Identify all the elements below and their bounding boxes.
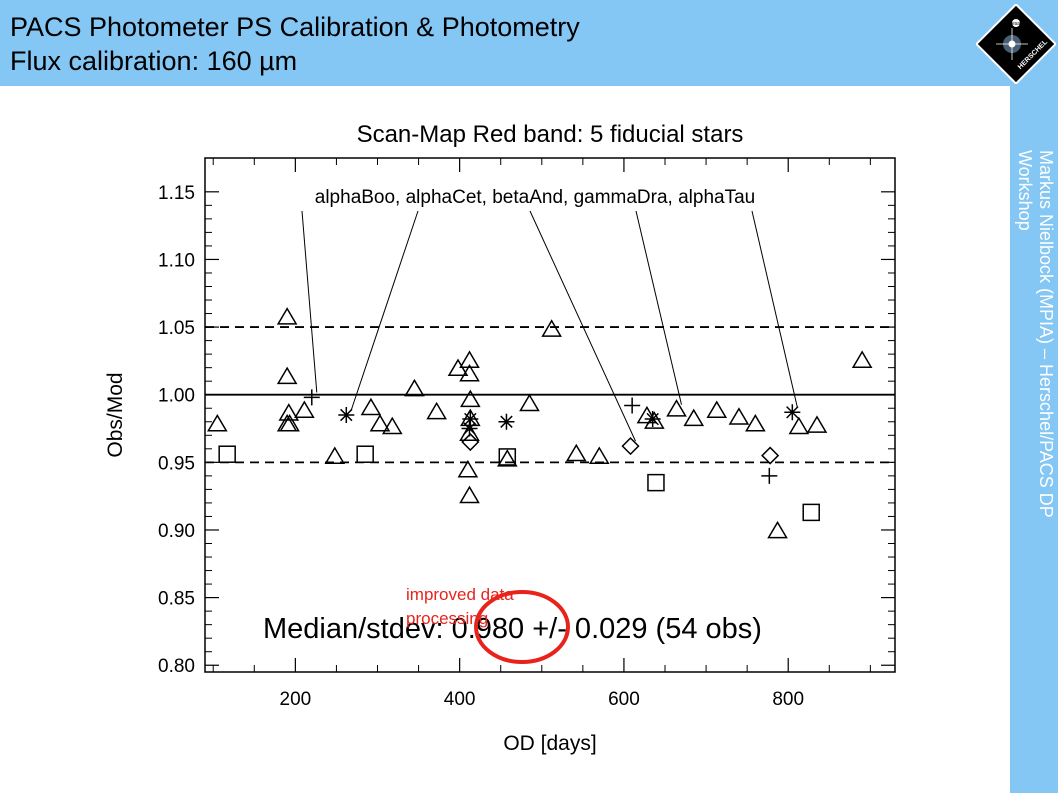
- asterisk-marker: [461, 420, 478, 437]
- x-tick-label: 200: [280, 689, 312, 710]
- triangle-marker: [369, 413, 391, 432]
- chart-title: Scan-Map Red band: 5 fiducial stars: [357, 121, 744, 148]
- square-marker: [218, 445, 236, 463]
- triangle-marker: [459, 363, 480, 382]
- x-axis-label: OD [days]: [503, 732, 596, 755]
- scatter-chart: 0.80 0.85 0.90 0.95 1.00 1.05 1.10 1.15 200 400 60…: [104, 121, 896, 755]
- legend-pointer-line: [635, 210, 682, 405]
- herschel-logo: esa HERSCHEL: [974, 2, 1058, 86]
- y-tick-label: 0.95: [158, 453, 195, 474]
- triangle-marker: [404, 378, 425, 397]
- square-marker: [498, 448, 517, 466]
- y-tick-label: 1.10: [158, 250, 195, 271]
- triangle-marker: [745, 413, 766, 432]
- triangle-marker: [459, 485, 480, 504]
- triangle-marker: [496, 449, 518, 467]
- legend-pointer-line: [350, 210, 419, 411]
- triangle-marker: [706, 400, 728, 418]
- legend-pointer-line: [751, 210, 798, 408]
- y-tick-label: 1.15: [158, 183, 195, 204]
- square-marker: [647, 473, 665, 492]
- triangle-marker: [459, 350, 480, 368]
- triangle-marker: [806, 415, 828, 433]
- triangle-marker: [459, 423, 480, 441]
- triangle-marker: [767, 520, 788, 539]
- diamond-marker: [761, 446, 780, 465]
- asterisk-marker: [784, 404, 801, 421]
- square-marker: [802, 503, 820, 522]
- triangle-marker: [666, 399, 687, 417]
- triangle-marker: [324, 446, 346, 464]
- triangle-marker: [541, 319, 562, 337]
- plot-frame: [204, 157, 896, 673]
- side-bar: [1010, 86, 1058, 793]
- plus-marker: [761, 467, 778, 484]
- asterisk-marker: [644, 411, 661, 428]
- side-credit-line-1: Markus Nielbock (MPIA) – Herschel/PACS D…: [1036, 150, 1056, 518]
- triangle-marker: [381, 416, 403, 435]
- triangle-marker: [276, 366, 298, 385]
- y-tick-label: 1.05: [158, 318, 195, 339]
- triangle-marker: [636, 405, 658, 424]
- asterisk-marker: [338, 407, 355, 423]
- side-credit-line-2: Workshop: [1015, 150, 1035, 231]
- triangle-marker: [788, 416, 810, 435]
- triangle-marker: [207, 413, 228, 432]
- triangle-marker: [276, 307, 298, 325]
- stats-text: Median/stdev: 0.980 +/- 0.029 (54 obs): [263, 613, 762, 645]
- plus-marker: [303, 389, 320, 406]
- legend-pointer-line: [529, 210, 636, 442]
- highlight-ellipse: [474, 590, 570, 664]
- slide-subtitle: Flux calibration: 160 µm: [10, 46, 298, 76]
- legend-pointer-line: [301, 210, 318, 393]
- triangle-marker: [360, 397, 382, 416]
- x-tick-label: 400: [444, 689, 476, 710]
- asterisk-marker: [498, 413, 515, 430]
- triangle-marker: [460, 389, 481, 408]
- side-credit: Markus Nielbock (MPIA) – Herschel/PACS D…: [1014, 150, 1056, 518]
- triangle-marker: [457, 459, 479, 478]
- triangle-marker: [728, 407, 750, 425]
- triangle-marker: [278, 403, 300, 421]
- triangle-marker: [279, 413, 300, 432]
- slide-title: PACS Photometer PS Calibration & Photome…: [10, 12, 580, 42]
- y-tick-label: 1.00: [158, 386, 195, 407]
- legend-text: alphaBoo, alphaCet, betaAnd, gammaDra, a…: [315, 187, 755, 208]
- header-bar: [0, 0, 1058, 86]
- square-marker: [356, 445, 374, 463]
- y-axis-label: Obs/Mod: [104, 372, 127, 457]
- triangle-marker: [588, 446, 610, 464]
- diamond-marker: [461, 432, 480, 452]
- triangle-marker: [294, 400, 315, 418]
- annotation-text: improved data processing: [406, 585, 514, 628]
- triangle-marker: [426, 401, 447, 420]
- asterisk-marker: [462, 411, 479, 428]
- y-tick-label: 0.85: [158, 589, 195, 610]
- triangle-marker: [644, 411, 665, 429]
- triangle-marker: [683, 408, 705, 427]
- diamond-marker: [621, 437, 640, 456]
- svg-text:esa: esa: [1012, 21, 1020, 27]
- triangle-marker: [565, 443, 587, 462]
- x-tick-label: 600: [608, 689, 640, 710]
- triangle-marker: [851, 350, 873, 368]
- x-tick-label: 800: [772, 689, 804, 710]
- plus-marker: [624, 397, 641, 414]
- y-tick-label: 0.80: [158, 656, 195, 677]
- y-tick-label: 0.90: [158, 521, 195, 542]
- triangle-marker: [519, 393, 540, 412]
